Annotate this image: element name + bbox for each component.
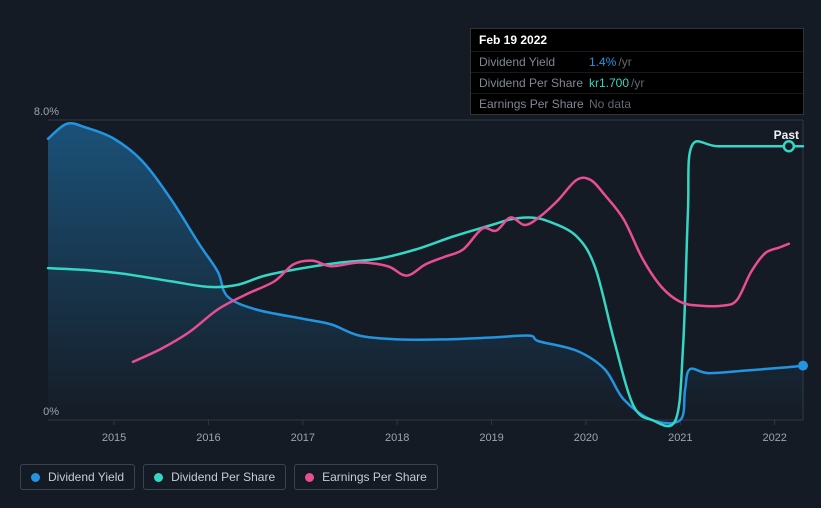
legend-label: Earnings Per Share <box>322 470 427 484</box>
x-axis-label: 2018 <box>385 432 409 444</box>
legend-item-dividend-yield[interactable]: Dividend Yield <box>20 464 135 490</box>
x-axis-label: 2021 <box>668 432 692 444</box>
chart-tooltip: Feb 19 2022 Dividend Yield 1.4% /yr Divi… <box>470 28 804 115</box>
x-axis-label: 2022 <box>762 432 786 444</box>
x-axis-label: 2016 <box>196 432 220 444</box>
tooltip-value: kr1.700 <box>589 76 629 90</box>
x-axis-label: 2019 <box>479 432 503 444</box>
legend-item-dividend-per-share[interactable]: Dividend Per Share <box>143 464 286 490</box>
x-axis-label: 2015 <box>102 432 126 444</box>
tooltip-label: Dividend Per Share <box>479 76 589 90</box>
tooltip-unit: /yr <box>631 76 644 90</box>
legend-label: Dividend Yield <box>48 470 124 484</box>
tooltip-date: Feb 19 2022 <box>471 29 803 51</box>
legend: Dividend Yield Dividend Per Share Earnin… <box>20 464 438 490</box>
y-axis-top-label: 8.0% <box>34 106 59 118</box>
line-chart[interactable] <box>48 120 803 420</box>
tooltip-row: Dividend Per Share kr1.700 /yr <box>471 72 803 93</box>
tooltip-row: Dividend Yield 1.4% /yr <box>471 51 803 72</box>
tooltip-row: Earnings Per Share No data <box>471 93 803 114</box>
tooltip-label: Earnings Per Share <box>479 97 589 111</box>
tooltip-label: Dividend Yield <box>479 55 589 69</box>
x-axis: 2015 2016 2017 2018 2019 2020 2021 2022 <box>48 432 803 448</box>
legend-label: Dividend Per Share <box>171 470 275 484</box>
legend-dot <box>154 473 163 482</box>
tooltip-value: No data <box>589 97 631 111</box>
tooltip-value: 1.4% <box>589 55 616 69</box>
tooltip-unit: /yr <box>618 55 631 69</box>
x-axis-label: 2017 <box>291 432 315 444</box>
x-axis-label: 2020 <box>574 432 598 444</box>
legend-dot <box>305 473 314 482</box>
legend-item-earnings-per-share[interactable]: Earnings Per Share <box>294 464 438 490</box>
legend-dot <box>31 473 40 482</box>
